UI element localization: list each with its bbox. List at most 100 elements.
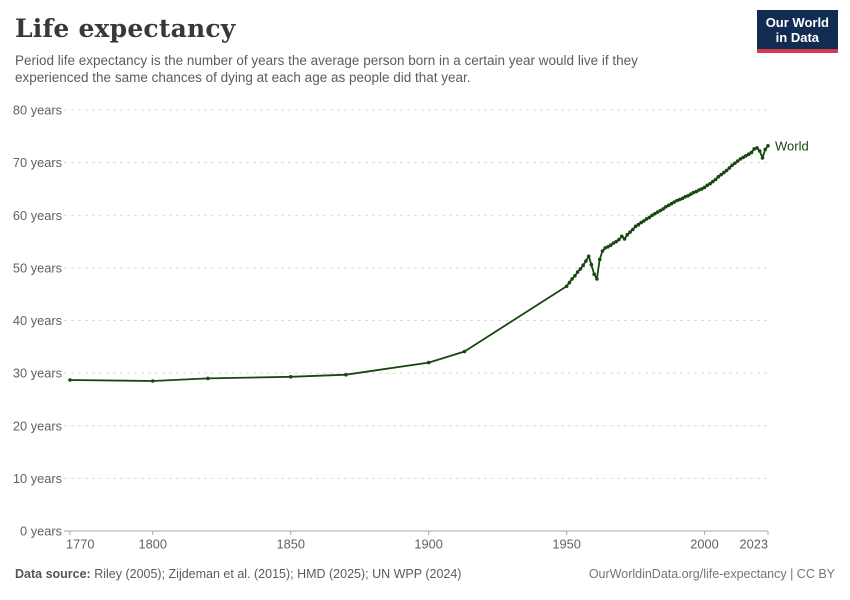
data-point[interactable]: [570, 277, 574, 281]
data-point[interactable]: [600, 249, 605, 253]
data-point[interactable]: [462, 349, 467, 354]
data-point[interactable]: [661, 207, 665, 211]
data-point[interactable]: [744, 154, 748, 158]
data-point[interactable]: [763, 147, 767, 152]
data-point[interactable]: [702, 185, 707, 190]
data-point[interactable]: [578, 267, 583, 271]
data-point[interactable]: [722, 170, 726, 175]
data-point[interactable]: [344, 372, 348, 377]
data-point[interactable]: [711, 179, 715, 184]
data-point[interactable]: [206, 376, 210, 381]
y-axis-tick-label: 0 years: [20, 524, 62, 539]
data-point[interactable]: [724, 168, 729, 173]
data-point[interactable]: [755, 146, 759, 150]
data-point[interactable]: [606, 245, 610, 249]
data-point[interactable]: [680, 196, 685, 201]
y-axis-tick-label: 70 years: [13, 155, 62, 170]
data-point[interactable]: [669, 201, 674, 206]
data-point[interactable]: [639, 220, 643, 225]
x-axis-tick-label: 1800: [139, 537, 167, 552]
data-point[interactable]: [697, 188, 701, 192]
data-point[interactable]: [752, 147, 756, 151]
data-point[interactable]: [686, 194, 690, 198]
data-point[interactable]: [655, 210, 660, 214]
chart-header: Life expectancy Period life expectancy i…: [15, 14, 755, 86]
data-point[interactable]: [653, 211, 657, 216]
data-point[interactable]: [584, 259, 588, 263]
data-point[interactable]: [708, 181, 712, 186]
data-point[interactable]: [677, 197, 682, 202]
data-point[interactable]: [575, 270, 580, 274]
owid-logo[interactable]: Our World in Data: [756, 10, 838, 53]
world-line[interactable]: [69, 144, 769, 382]
data-point[interactable]: [620, 234, 624, 239]
data-point[interactable]: [625, 232, 630, 237]
data-point[interactable]: [727, 166, 732, 170]
data-point[interactable]: [631, 227, 635, 232]
data-point[interactable]: [581, 263, 585, 267]
data-point[interactable]: [617, 237, 621, 242]
data-point[interactable]: [68, 378, 72, 382]
data-point[interactable]: [597, 257, 602, 262]
data-point[interactable]: [151, 379, 155, 383]
y-axis-tick-label: 30 years: [13, 366, 62, 381]
data-point[interactable]: [426, 360, 431, 365]
data-point[interactable]: [719, 172, 723, 177]
data-point[interactable]: [730, 163, 734, 168]
data-point[interactable]: [666, 203, 671, 208]
data-point[interactable]: [633, 224, 638, 229]
subtitle-line-2: experienced the same chances of dying at…: [15, 70, 471, 85]
x-axis-tick-label: 1850: [276, 537, 304, 552]
data-point[interactable]: [614, 239, 619, 244]
y-axis-tick-label: 60 years: [13, 208, 62, 223]
data-point[interactable]: [642, 219, 646, 223]
life-expectancy-chart-svg[interactable]: 0 years 10 years 20 years 30 years 40 years 5…: [0, 95, 850, 560]
data-point[interactable]: [672, 200, 676, 204]
page-subtitle: Period life expectancy is the number of …: [15, 52, 755, 86]
footer-attribution[interactable]: OurWorldinData.org/life-expectancy | CC …: [588, 567, 835, 581]
data-point[interactable]: [650, 213, 654, 218]
x-axis-tick-label: 1770: [66, 537, 94, 552]
data-point[interactable]: [675, 198, 679, 203]
data-point[interactable]: [595, 277, 599, 281]
world-series-label[interactable]: World: [775, 138, 809, 153]
data-point[interactable]: [735, 159, 740, 163]
data-point[interactable]: [664, 205, 668, 209]
data-point[interactable]: [636, 222, 641, 227]
data-point[interactable]: [716, 175, 721, 179]
data-point[interactable]: [757, 149, 762, 153]
data-point[interactable]: [749, 150, 754, 155]
data-point[interactable]: [733, 161, 737, 165]
line-chart[interactable]: 0 years 10 years 20 years 30 years 40 years 5…: [0, 95, 850, 560]
data-point[interactable]: [760, 156, 765, 160]
x-axis-tick-label: 1900: [414, 537, 442, 552]
data-point[interactable]: [622, 237, 627, 241]
data-point[interactable]: [603, 246, 607, 250]
data-point[interactable]: [658, 208, 663, 213]
owid-logo-line-2: in Data: [775, 30, 820, 45]
data-point[interactable]: [713, 177, 718, 182]
data-point[interactable]: [694, 189, 699, 194]
data-point[interactable]: [628, 230, 632, 234]
data-point[interactable]: [567, 280, 572, 285]
data-point[interactable]: [689, 192, 693, 196]
data-point[interactable]: [288, 375, 293, 379]
data-point[interactable]: [592, 272, 596, 276]
data-point[interactable]: [647, 215, 652, 220]
data-point[interactable]: [700, 187, 704, 191]
data-point[interactable]: [691, 190, 696, 195]
data-point[interactable]: [746, 152, 751, 156]
data-point[interactable]: [608, 243, 613, 247]
data-point[interactable]: [589, 262, 594, 267]
x-axis-tick-label: 1950: [552, 537, 580, 552]
data-point[interactable]: [705, 183, 710, 188]
data-point[interactable]: [683, 195, 687, 199]
data-point[interactable]: [738, 157, 743, 161]
data-point[interactable]: [564, 284, 569, 289]
data-point[interactable]: [644, 217, 649, 221]
data-point[interactable]: [586, 254, 591, 259]
data-point[interactable]: [766, 144, 770, 148]
data-point[interactable]: [611, 241, 616, 245]
data-point[interactable]: [573, 274, 577, 278]
data-point[interactable]: [741, 155, 745, 160]
